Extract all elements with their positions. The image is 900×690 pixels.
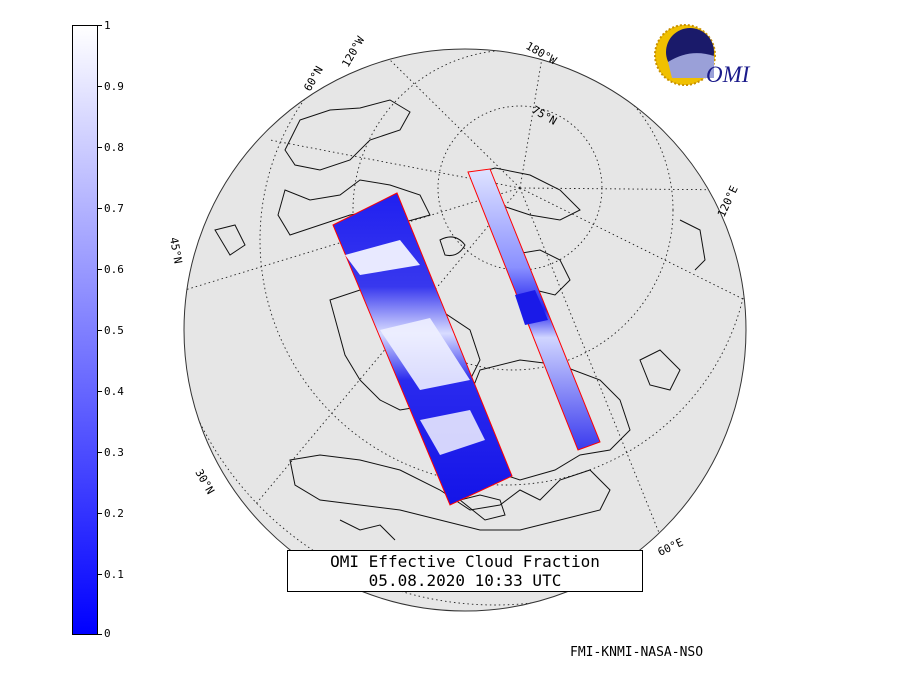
- colorbar-label: 0.7: [104, 202, 124, 215]
- omi-swaths: [332, 168, 601, 506]
- colorbar-tick: [98, 86, 102, 87]
- colorbar-tick: [98, 330, 102, 331]
- omi-logo: [654, 24, 716, 86]
- clear-patch: [515, 290, 548, 325]
- colorbar-tick: [98, 634, 102, 635]
- lat-label-45n: 45°N: [167, 236, 184, 264]
- colorbar-label: 0.2: [104, 507, 124, 520]
- colorbar-label: 0.5: [104, 324, 124, 337]
- colorbar-tick: [98, 513, 102, 514]
- cloud-patch: [420, 410, 485, 455]
- colorbar-label: 0.3: [104, 446, 124, 459]
- colorbar-label: 0.6: [104, 263, 124, 276]
- map-title: OMI Effective Cloud Fraction: [330, 552, 600, 571]
- colorbar-tick: [98, 25, 102, 26]
- globe-disk: [183, 48, 747, 612]
- colorbar: [72, 25, 98, 635]
- lat-label-30n: 30°N: [192, 467, 217, 496]
- colorbar-label: 0.1: [104, 568, 124, 581]
- credit-text: FMI-KNMI-NASA-NSO: [570, 645, 704, 660]
- lon-label-120e: 120°E: [715, 184, 741, 220]
- logo-earth-lit: [668, 53, 714, 78]
- map-title-box: OMI Effective Cloud Fraction 05.08.2020 …: [287, 550, 643, 592]
- cloud-patch: [345, 240, 420, 275]
- colorbar-label: 1: [104, 19, 111, 32]
- colorbar-label: 0.8: [104, 141, 124, 154]
- colorbar-tick: [98, 452, 102, 453]
- colorbar-label: 0.9: [104, 80, 124, 93]
- map-timestamp: 05.08.2020 10:33 UTC: [368, 571, 562, 590]
- colorbar-tick: [98, 574, 102, 575]
- colorbar-tick: [98, 208, 102, 209]
- omi-logo-text: OMI: [706, 62, 750, 87]
- cloud-patch: [380, 318, 470, 390]
- colorbar-tick: [98, 269, 102, 270]
- lon-label-120w: 120°W: [339, 34, 367, 70]
- colorbar-label: 0.4: [104, 385, 124, 398]
- colorbar-label: 0: [104, 627, 111, 640]
- colorbar-tick: [98, 391, 102, 392]
- colorbar-tick: [98, 147, 102, 148]
- lon-label-60e: 60°E: [656, 536, 686, 559]
